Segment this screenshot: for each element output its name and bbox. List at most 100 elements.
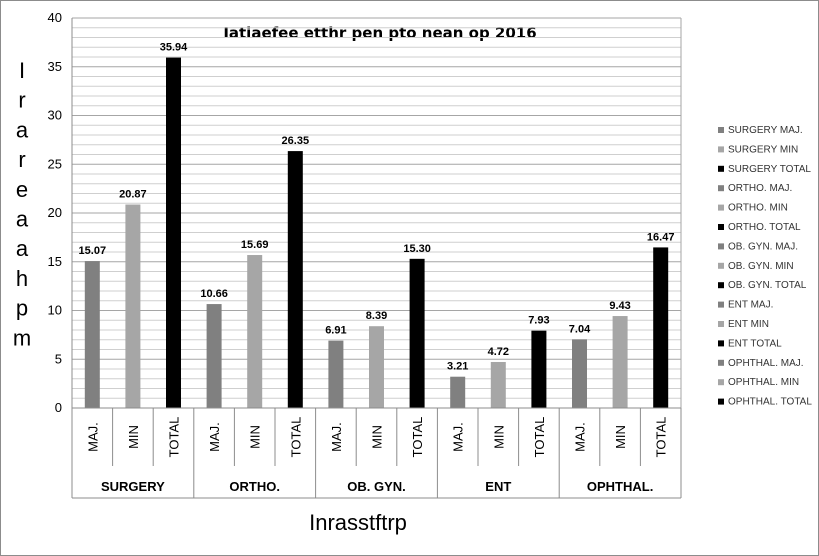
bar	[328, 340, 344, 408]
y-tick-label: 35	[48, 59, 62, 74]
legend-swatch	[718, 185, 724, 192]
legend-swatch	[718, 262, 724, 269]
y-axis-label-letter: a	[16, 207, 29, 232]
legend-entry: ENT MIN	[728, 319, 769, 330]
bar	[125, 204, 141, 408]
category-label: MAJ.	[451, 422, 466, 452]
y-tick-label: 20	[48, 205, 62, 220]
legend-swatch	[718, 398, 724, 405]
y-axis-label-letter: m	[13, 325, 31, 350]
category-label: TOTAL	[288, 417, 303, 458]
legend-entry: SURGERY TOTAL	[728, 164, 811, 175]
category-label: MAJ.	[207, 422, 222, 452]
category-label: MIN	[370, 425, 385, 449]
legend-entry: SURGERY MIN	[728, 144, 798, 155]
data-label: 16.47	[647, 231, 675, 243]
legend-swatch	[718, 321, 724, 327]
bar	[612, 316, 628, 408]
category-label: MAJ.	[573, 422, 588, 452]
data-label: 8.39	[366, 310, 387, 322]
y-axis-label-letter: r	[18, 147, 25, 172]
y-axis-label-letter: a	[16, 117, 29, 142]
bar	[369, 326, 384, 408]
legend-swatch	[718, 224, 724, 230]
legend-entry: ORTHO. TOTAL	[728, 222, 801, 233]
data-label: 15.69	[241, 239, 269, 251]
bars	[84, 57, 669, 409]
data-label: 26.35	[282, 135, 310, 147]
legend-entry: OPHTHAL. MAJ.	[728, 358, 804, 369]
data-label: 10.66	[200, 288, 228, 300]
data-label: 7.04	[569, 323, 591, 335]
legend-entry: OPHTHAL. MIN	[728, 377, 799, 388]
group-label: SURGERY	[101, 479, 165, 494]
data-label: 15.07	[79, 245, 107, 257]
legend-entry: OB. GYN. TOTAL	[728, 280, 807, 291]
bar	[409, 258, 425, 408]
category-label: TOTAL	[654, 417, 669, 458]
legend-swatch	[718, 127, 724, 133]
category-label: TOTAL	[410, 417, 425, 458]
bar	[531, 330, 547, 408]
y-axis-label-letter: a	[16, 236, 29, 261]
data-label: 20.87	[119, 189, 147, 201]
data-label: 4.72	[488, 346, 509, 358]
y-tick-label: 10	[48, 303, 62, 318]
legend-swatch	[718, 340, 724, 347]
category-label: MIN	[613, 425, 628, 449]
legend-entry: ORTHO. MAJ.	[728, 183, 792, 194]
data-label: 6.91	[325, 325, 346, 337]
group-label: ENT	[485, 479, 511, 494]
legend-entry: OPHTHAL. TOTAL	[728, 397, 812, 408]
legend-swatch	[718, 301, 724, 308]
group-label: OPHTHAL.	[587, 479, 653, 494]
y-tick-label: 5	[55, 351, 62, 366]
y-axis-label-letter: p	[16, 296, 28, 321]
y-axis-label-letter: I	[19, 58, 25, 83]
bar	[490, 361, 506, 408]
bar	[653, 247, 669, 408]
group-label: ORTHO.	[229, 479, 280, 494]
legend-swatch	[718, 204, 724, 211]
y-tick-label: 30	[48, 108, 62, 123]
legend-entry: ENT TOTAL	[728, 338, 782, 349]
category-label: MIN	[248, 425, 263, 449]
legend-entry: OB. GYN. MIN	[728, 261, 794, 272]
bar	[287, 151, 303, 408]
bar	[166, 57, 181, 409]
chart-title: Iatiaefee etthr pen pto nean op 2016	[223, 24, 536, 42]
category-label: MIN	[126, 425, 141, 449]
data-label: 35.94	[160, 42, 188, 54]
y-tick-label: 0	[55, 400, 62, 415]
legend-entry: OB. GYN. MAJ.	[728, 241, 798, 252]
legend-entry: ORTHO. MIN	[728, 203, 788, 214]
bar	[84, 261, 100, 408]
category-label: TOTAL	[532, 417, 547, 458]
data-label: 7.93	[528, 315, 549, 327]
y-axis-label-letter: e	[16, 177, 28, 202]
x-axis: MAJ. MIN TOTAL SURGERY MAJ. MIN TOTAL ORTHO. MAJ…	[71, 407, 682, 499]
category-label: MIN	[491, 425, 506, 449]
y-axis-ticks: 0 5 10 15 20 25 30 35 40	[48, 10, 73, 415]
category-label: TOTAL	[167, 417, 182, 458]
x-axis-label: Inrasstftrp	[309, 510, 407, 535]
bar	[450, 376, 466, 408]
y-axis-label-letter: h	[16, 266, 28, 291]
legend-swatch	[718, 282, 724, 289]
bar	[247, 255, 263, 408]
group-label: OB. GYN.	[347, 479, 406, 494]
data-label: 15.30	[403, 243, 431, 255]
legend-swatch	[718, 165, 724, 172]
legend-swatch	[718, 243, 724, 250]
y-axis-label-letter: r	[18, 88, 25, 113]
y-tick-label: 15	[48, 254, 62, 269]
legend-swatch	[718, 359, 724, 366]
legend-swatch	[718, 379, 724, 386]
y-tick-label: 25	[48, 156, 62, 171]
data-labels: 15.07 20.87 35.94 10.66 15.69 26.35 6.91 8.39 15…	[79, 42, 675, 373]
legend-swatch	[718, 146, 724, 153]
legend-entry: ENT MAJ.	[728, 300, 773, 311]
bar	[572, 339, 587, 408]
